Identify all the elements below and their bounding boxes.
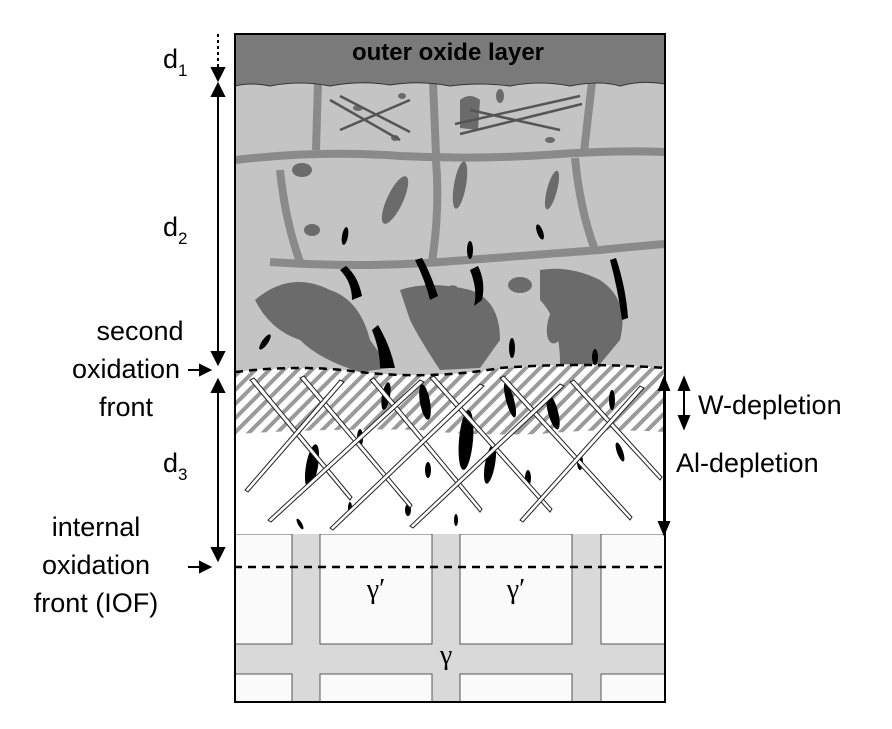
svg-text:oxidation: oxidation [72, 354, 180, 384]
second-front-label: second oxidation front [72, 316, 184, 422]
needles [244, 375, 663, 531]
second-front-arrow [188, 363, 213, 377]
grain-striations [329, 94, 583, 142]
d1-label: d1 [163, 44, 188, 80]
d2-label: d2 [163, 212, 188, 248]
svg-text:internal: internal [52, 512, 141, 542]
al-depletion-label: Al-depletion [676, 448, 819, 478]
svg-text:d2: d2 [163, 212, 188, 248]
svg-text:d1: d1 [163, 44, 188, 80]
outer-oxide-layer [235, 34, 665, 87]
dimension-arrows [210, 34, 226, 563]
svg-text:second: second [96, 316, 183, 346]
svg-text:front (IOF): front (IOF) [34, 588, 159, 618]
depletion-arrows [657, 375, 691, 537]
gamma-matrix [235, 534, 665, 702]
w-depletion-label: W-depletion [698, 390, 842, 420]
outer-oxide-label: outer oxide layer [352, 39, 544, 66]
d3-label: d3 [163, 448, 188, 484]
iof-label: internal oxidation front (IOF) [34, 512, 159, 618]
svg-text:front: front [99, 392, 154, 422]
iof-arrow [188, 560, 213, 574]
oxide-blobs [292, 89, 570, 344]
gamma-prime-label-2: γ′ [506, 574, 526, 605]
second-front-line [235, 363, 665, 377]
svg-text:oxidation: oxidation [42, 550, 150, 580]
gamma-prime-precipitates [235, 533, 665, 702]
gamma-label: γ [439, 640, 452, 671]
diagram-frame [234, 33, 666, 703]
grain-boundaries [235, 81, 665, 269]
svg-text:d3: d3 [163, 448, 188, 484]
gamma-prime-label-1: γ′ [366, 574, 386, 605]
